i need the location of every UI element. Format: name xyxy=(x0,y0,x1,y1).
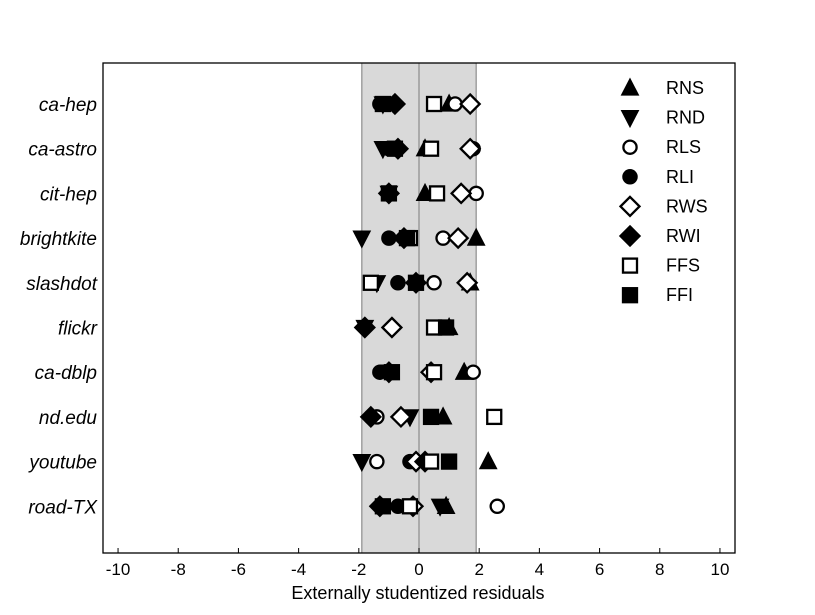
point-rws-ca-hep xyxy=(459,92,482,116)
point-rws-cit-hep xyxy=(450,182,473,205)
x-tick-label: -4 xyxy=(291,560,306,579)
legend-label-rwi: RWI xyxy=(666,226,701,246)
point-rnd-brightkite xyxy=(352,230,372,249)
point-rws-slashdot xyxy=(456,271,479,294)
category-label: ca-astro xyxy=(28,140,97,161)
point-ffs-ca-dblp xyxy=(425,364,443,381)
legend-label-rws: RWS xyxy=(666,196,708,216)
legend-label-ffi: FFI xyxy=(666,285,693,305)
category-label: flickr xyxy=(58,319,98,340)
point-rnd-youtube xyxy=(352,453,372,473)
legend-entry-rns: RNS xyxy=(620,77,704,98)
series-ffs xyxy=(362,95,503,515)
point-rws-brightkite xyxy=(446,226,470,250)
legend-entry-ffi: FFI xyxy=(621,285,693,305)
point-ffi-ca-astro xyxy=(386,140,404,157)
legend-label-rli: RLI xyxy=(666,167,694,187)
point-ffi-road-TX xyxy=(374,498,392,515)
category-label: cit-hep xyxy=(40,184,97,205)
x-tick-label: -8 xyxy=(171,560,186,579)
point-ffi-youtube xyxy=(440,453,458,470)
legend-entry-ffs: FFS xyxy=(621,256,700,276)
legend-marker-rws xyxy=(618,195,642,218)
legend-label-rls: RLS xyxy=(666,137,701,157)
point-rnd-road-TX xyxy=(430,498,450,517)
point-ffi-ca-hep xyxy=(374,95,392,113)
point-ffs-road-TX xyxy=(401,498,419,515)
point-ffi-slashdot xyxy=(407,274,425,291)
legend-entry-rls: RLS xyxy=(622,137,701,157)
point-rli-slashdot xyxy=(390,275,406,291)
point-rns-cit-hep xyxy=(415,182,435,202)
point-rns-youtube xyxy=(478,451,498,470)
x-tick-label: 2 xyxy=(474,560,483,579)
point-rls-ca-dblp xyxy=(465,364,481,380)
x-tick-label: 8 xyxy=(655,560,664,579)
point-rns-brightkite xyxy=(466,227,486,246)
point-ffs-cit-hep xyxy=(428,185,446,202)
x-tick-label: -6 xyxy=(231,560,246,579)
x-tick-label: 4 xyxy=(535,560,544,579)
point-ffs-slashdot xyxy=(362,274,379,291)
legend-marker-ffs xyxy=(621,257,639,274)
x-tick-label: -10 xyxy=(106,560,131,579)
point-ffi-brightkite xyxy=(398,229,416,247)
point-ffi-flickr xyxy=(437,319,455,336)
point-ffi-ca-dblp xyxy=(383,364,401,381)
legend-marker-rli xyxy=(622,169,638,185)
category-label: ca-hep xyxy=(39,95,97,116)
category-label: brightkite xyxy=(20,229,97,250)
legend-label-rnd: RND xyxy=(666,108,705,128)
point-rwi-nd-edu xyxy=(359,405,382,429)
x-tick-label: 6 xyxy=(595,560,604,579)
point-rls-slashdot xyxy=(426,275,442,291)
x-tick-label: 0 xyxy=(414,560,423,579)
legend-marker-rns xyxy=(620,77,640,96)
legend-marker-rnd xyxy=(620,109,640,129)
legend-entry-rnd: RND xyxy=(620,108,705,129)
category-label: slashdot xyxy=(26,274,97,295)
point-rwi-flickr xyxy=(353,316,376,339)
legend-label-ffs: FFS xyxy=(666,256,700,276)
point-rns-nd-edu xyxy=(433,406,453,425)
point-ffi-nd-edu xyxy=(422,408,440,426)
legend: RNS RND RLS RLI RWS RWI FFS FFI xyxy=(618,77,708,305)
point-ffs-ca-astro xyxy=(422,140,440,157)
legend-entry-rli: RLI xyxy=(622,167,694,187)
shaded-band-layer xyxy=(361,63,477,553)
legend-label-rns: RNS xyxy=(666,78,704,98)
legend-marker-rwi xyxy=(618,224,642,248)
legend-marker-rls xyxy=(622,139,638,155)
x-axis-title: Externally studentized residuals xyxy=(291,583,544,603)
x-tick-label: 10 xyxy=(710,560,729,579)
legend-entry-rwi: RWI xyxy=(618,224,701,248)
category-label: ca-dblp xyxy=(35,363,97,384)
series-ffi xyxy=(374,95,458,515)
point-rls-youtube xyxy=(369,453,385,470)
point-ffi-cit-hep xyxy=(380,185,398,202)
point-ffs-youtube xyxy=(422,453,440,470)
point-ffs-ca-hep xyxy=(425,95,443,113)
category-label: road-TX xyxy=(28,497,98,518)
point-rws-ca-astro xyxy=(459,137,482,160)
point-ffs-nd-edu xyxy=(486,408,503,426)
point-rws-flickr xyxy=(380,316,404,339)
axes-layer: -10 -8 -6 -4 -2 0 2 4 6 8 10 ca-hep ca-astro cit-hep b… xyxy=(20,62,736,579)
legend-marker-ffi xyxy=(621,287,639,304)
points-layer xyxy=(352,92,505,518)
point-rls-road-TX xyxy=(489,498,505,515)
x-tick-label: -2 xyxy=(351,560,366,579)
category-label: youtube xyxy=(27,453,97,474)
legend-entry-rws: RWS xyxy=(618,195,708,218)
point-rws-nd-edu xyxy=(389,405,413,429)
category-label: nd.edu xyxy=(39,408,98,429)
